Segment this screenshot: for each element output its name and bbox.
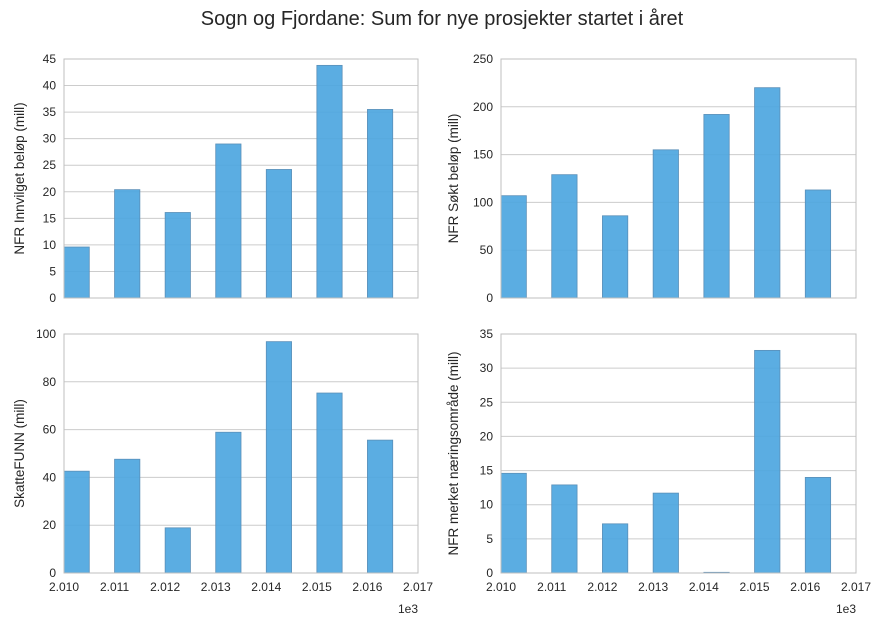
y-tick-label: 50 — [480, 243, 494, 257]
y-tick-label: 10 — [43, 238, 57, 252]
bar — [164, 212, 191, 299]
bar — [265, 341, 292, 574]
x-tick-label: 2.010 — [49, 580, 79, 594]
bar — [316, 392, 343, 574]
y-tick-label: 5 — [49, 264, 56, 278]
bar — [551, 484, 578, 574]
y-tick-label: 150 — [473, 148, 493, 162]
y-tick-label: 0 — [486, 291, 493, 305]
bar — [703, 114, 730, 299]
plot-frame — [63, 58, 419, 299]
y-tick-label: 35 — [43, 105, 57, 119]
x-tick-label: 2.010 — [486, 580, 516, 594]
y-tick-label: 15 — [43, 211, 57, 225]
x-tick-label: 2.015 — [302, 580, 332, 594]
bar — [500, 195, 527, 299]
y-tick-label: 30 — [43, 132, 57, 146]
y-tick-label: 10 — [480, 498, 494, 512]
y-tick-label: 45 — [43, 52, 57, 66]
y-tick-label: 25 — [480, 395, 494, 409]
bar — [63, 246, 90, 299]
subplot-top-right: 0 50 100 150 200 250 NFR Søkt beløp (mill) — [446, 52, 857, 305]
plot-frame — [63, 333, 419, 574]
y-tick-label: 20 — [43, 518, 57, 532]
x-offset-label: 1e3 — [398, 602, 418, 616]
x-tick-label: 2.014 — [689, 580, 719, 594]
bar — [804, 189, 832, 299]
x-tick-label: 2.016 — [790, 580, 820, 594]
bar — [63, 470, 90, 574]
bar — [265, 169, 292, 299]
subplot-bottom-left: 0 20 40 60 80 100 2.010 2.011 2.012 2.013 2.014 2.0… — [12, 327, 433, 616]
y-tick-label: 15 — [480, 464, 494, 478]
y-axis-label: NFR Søkt beløp (mill) — [446, 114, 461, 244]
bar — [500, 472, 527, 574]
y-axis-label: NFR merket næringsområde (mill) — [446, 351, 461, 555]
y-tick-label: 40 — [43, 79, 57, 93]
y-axis-label: NFR Innvilget beløp (mill) — [12, 102, 27, 254]
bar — [754, 349, 781, 574]
x-tick-label: 2.012 — [150, 580, 180, 594]
x-tick-label: 2.017 — [841, 580, 871, 594]
y-axis-label: SkatteFUNN (mill) — [12, 399, 27, 508]
x-tick-label: 2.015 — [740, 580, 770, 594]
y-tick-label: 100 — [36, 327, 56, 341]
y-tick-label: 5 — [486, 532, 493, 546]
x-tick-label: 2.016 — [352, 580, 382, 594]
x-offset-label: 1e3 — [836, 602, 856, 616]
bar — [114, 189, 141, 299]
y-tick-label: 25 — [43, 158, 57, 172]
x-tick-label: 2.011 — [537, 580, 566, 594]
bar — [316, 64, 343, 299]
y-tick-label: 80 — [43, 375, 57, 389]
y-tick-label: 200 — [473, 100, 493, 114]
bar — [652, 492, 679, 574]
bar — [114, 458, 141, 574]
figure-title: Sogn og Fjordane: Sum for nye prosjekter… — [200, 8, 684, 30]
bar — [367, 439, 394, 574]
bar — [754, 87, 781, 299]
x-tick-label: 2.014 — [251, 580, 281, 594]
x-tick-label: 2.013 — [638, 580, 668, 594]
bar — [602, 523, 629, 574]
y-tick-label: 0 — [49, 566, 56, 580]
bar — [367, 109, 394, 299]
bar — [551, 174, 578, 299]
y-tick-label: 100 — [473, 195, 493, 209]
y-tick-label: 30 — [480, 361, 494, 375]
subplot-bottom-right: 0 5 10 15 20 25 30 35 2.010 2.011 2.012 2.013 2.014 2… — [446, 327, 871, 616]
bar — [215, 143, 242, 299]
y-tick-label: 20 — [480, 429, 494, 443]
y-tick-label: 60 — [43, 423, 57, 437]
y-tick-label: 250 — [473, 52, 493, 66]
y-tick-label: 35 — [480, 327, 494, 341]
x-tick-label: 2.017 — [403, 580, 433, 594]
y-tick-label: 0 — [49, 291, 56, 305]
bar — [652, 149, 679, 299]
y-tick-label: 20 — [43, 185, 57, 199]
y-tick-label: 0 — [486, 566, 493, 580]
bar — [602, 215, 629, 299]
plot-frame — [500, 333, 857, 574]
subplot-top-left: 0 5 10 15 20 25 30 35 40 45 NFR Innvilget beløp (m… — [12, 52, 419, 305]
bar — [215, 431, 242, 574]
x-tick-label: 2.013 — [201, 580, 231, 594]
y-tick-label: 40 — [43, 470, 57, 484]
bar — [804, 476, 832, 574]
plot-frame — [500, 58, 857, 299]
x-tick-label: 2.012 — [587, 580, 617, 594]
bar — [164, 527, 191, 574]
x-tick-label: 2.011 — [100, 580, 129, 594]
